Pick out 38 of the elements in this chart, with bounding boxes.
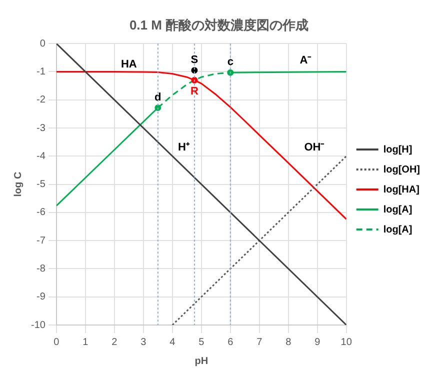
annotation: c xyxy=(227,56,234,68)
legend-label: log[H] xyxy=(383,144,412,156)
annotation: S xyxy=(190,54,198,66)
annotation: H⁺ xyxy=(178,142,190,154)
y-tick-label: -3 xyxy=(36,122,46,134)
x-tick-label: 4 xyxy=(170,336,176,348)
x-tick-label: 10 xyxy=(340,336,352,348)
x-tick-label: 2 xyxy=(112,336,118,348)
chart-title: 0.1 M 酢酸の対数濃度図の作成 xyxy=(129,17,309,32)
y-tick-label: -1 xyxy=(36,66,46,78)
y-tick-label: -5 xyxy=(36,179,46,190)
legend-label: log[A] xyxy=(383,224,412,236)
annotation: R xyxy=(190,86,198,98)
annotation: OH⁻ xyxy=(304,142,325,154)
y-tick-label: -10 xyxy=(31,320,46,331)
y-tick-label: -6 xyxy=(36,207,46,218)
y-tick-label: -9 xyxy=(36,292,46,303)
annotation: A⁻ xyxy=(300,54,312,67)
x-tick-label: 3 xyxy=(140,336,147,348)
y-tick-label: -4 xyxy=(36,150,46,162)
y-tick-label: 0 xyxy=(40,38,46,50)
annotation: d xyxy=(154,91,162,104)
legend-label: log[HA] xyxy=(383,184,420,196)
x-tick-label: 7 xyxy=(256,336,263,348)
legend-label: log[OH] xyxy=(383,164,420,176)
x-tick-label: 8 xyxy=(286,336,292,348)
x-tick-label: 9 xyxy=(314,336,321,348)
annotation: HA xyxy=(120,58,137,71)
x-tick-label: 5 xyxy=(198,336,205,348)
y-axis-title: log C xyxy=(12,172,24,197)
x-axis-title: pH xyxy=(194,356,208,367)
x-tick-label: 6 xyxy=(228,336,234,348)
y-tick-label: -2 xyxy=(36,94,46,106)
x-tick-label: 0 xyxy=(54,336,60,348)
y-tick-label: -8 xyxy=(36,263,46,274)
x-tick-label: 1 xyxy=(82,336,89,348)
legend-label: log[A] xyxy=(383,204,412,216)
y-tick-label: -7 xyxy=(36,235,46,246)
